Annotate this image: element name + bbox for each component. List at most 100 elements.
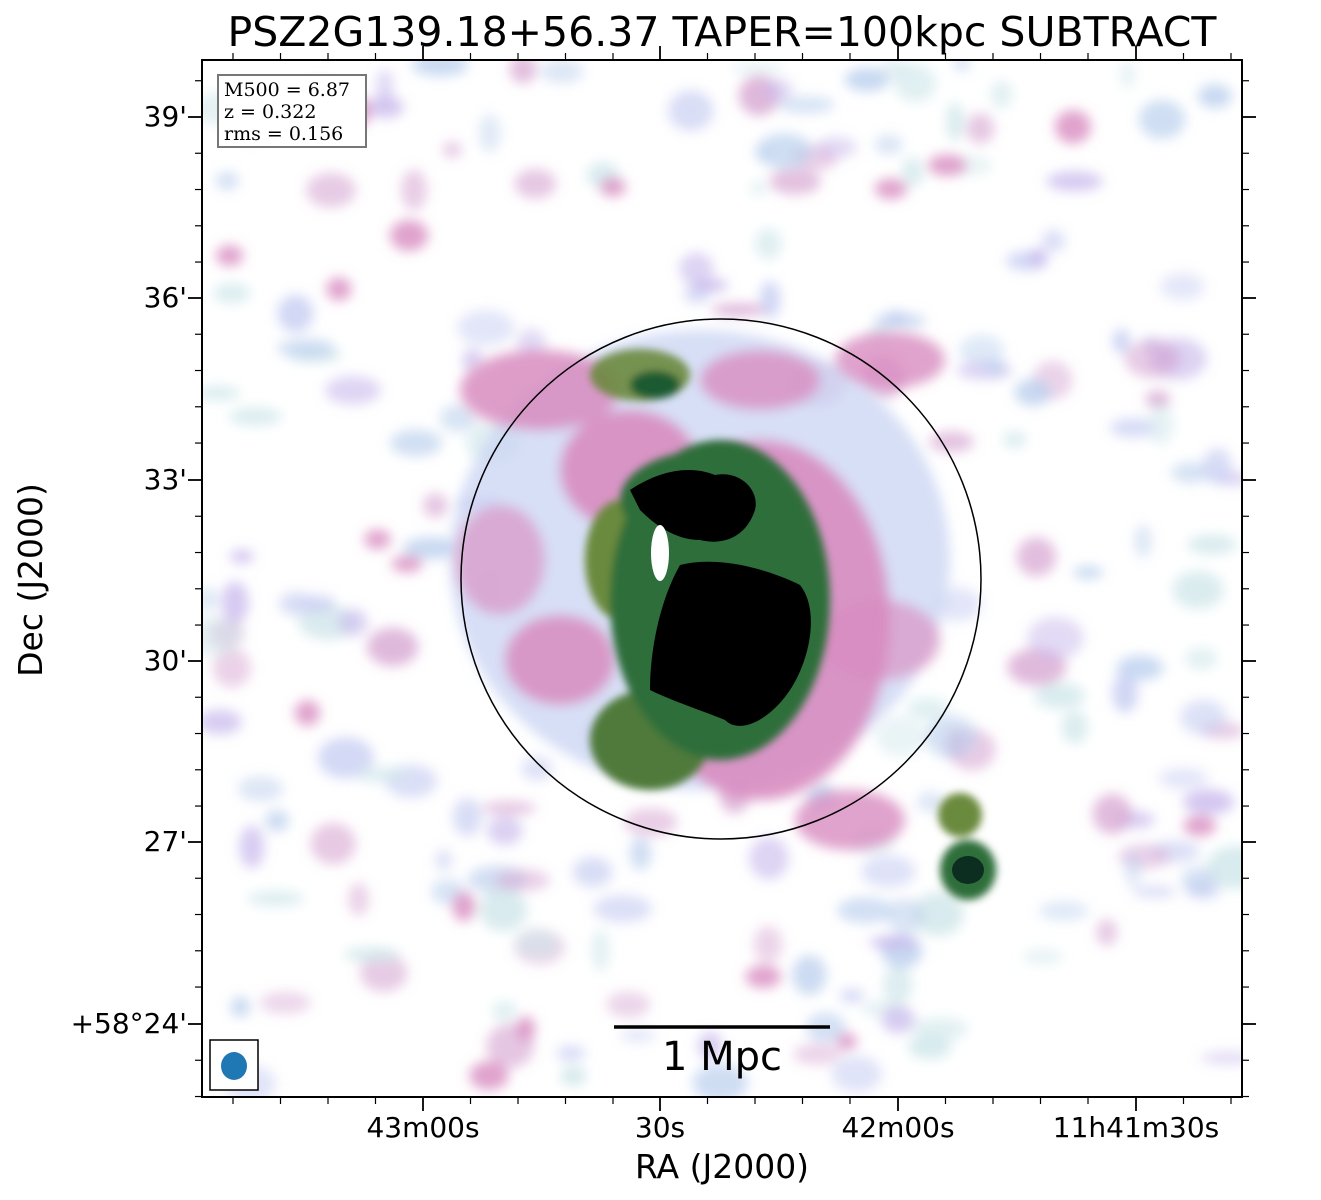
noise-blob — [1039, 901, 1089, 921]
noise-blob — [229, 407, 282, 426]
noise-blob — [1185, 647, 1218, 670]
noise-blob — [354, 767, 410, 783]
noise-blob — [1054, 110, 1091, 144]
noise-blob — [882, 966, 913, 1004]
noise-blob — [439, 404, 477, 433]
noise-blob — [265, 810, 289, 832]
noise-blob — [1202, 448, 1232, 485]
x-axis-label: RA (J2000) — [635, 1147, 809, 1186]
noise-blob — [452, 798, 483, 837]
x-tick-label: 30s — [635, 1111, 685, 1144]
y-tick-label: 27' — [144, 825, 187, 858]
noise-blob — [422, 493, 448, 518]
noise-blob — [754, 228, 782, 260]
noise-blob — [1183, 815, 1217, 837]
noise-blob — [343, 947, 401, 962]
noise-blob — [1138, 99, 1186, 140]
noise-blob — [881, 1006, 916, 1034]
noise-blob — [435, 849, 453, 871]
y-tick-label: +58°24' — [71, 1007, 187, 1040]
noise-blob — [1160, 272, 1205, 301]
noise-blob — [306, 172, 356, 208]
noise-blob — [348, 882, 369, 916]
noise-blob — [202, 386, 241, 401]
noise-blob — [294, 700, 321, 726]
axes-frame — [201, 59, 1243, 1098]
noise-blob — [874, 134, 903, 155]
noise-blob — [215, 172, 240, 190]
noise-blob — [572, 856, 613, 888]
noise-blob — [221, 581, 249, 624]
noise-blob — [202, 587, 218, 612]
noise-blob — [815, 136, 858, 158]
noise-blob — [1073, 566, 1104, 579]
noise-blob — [389, 219, 429, 251]
noise-blob — [606, 991, 651, 1018]
noise-blob — [1200, 1051, 1242, 1065]
noise-blob — [1061, 710, 1088, 744]
noise-blob — [711, 303, 766, 316]
noise-blob — [873, 312, 926, 330]
x-tick-label: 11h41m30s — [1053, 1111, 1220, 1144]
noise-blob — [478, 113, 501, 153]
noise-blob — [1197, 84, 1232, 109]
mass-label: M500 = 6.87 — [224, 79, 351, 101]
noise-blob — [916, 791, 946, 813]
noise-blob — [1119, 61, 1136, 89]
noise-blob — [946, 102, 964, 142]
redshift-label: z = 0.322 — [224, 101, 317, 123]
plot-title: PSZ2G139.18+56.37 TAPER=100kpc SUBTRACT — [227, 8, 1217, 56]
noise-blob — [1158, 768, 1209, 790]
noise-blob — [457, 310, 515, 346]
noise-blob — [1112, 328, 1131, 354]
noise-blob — [1116, 655, 1164, 681]
y-axis-label: Dec (J2000) — [11, 483, 50, 677]
noise-blob — [753, 926, 783, 964]
noise-blob — [367, 96, 404, 118]
noise-blob — [593, 894, 652, 923]
noise-blob — [894, 64, 937, 103]
y-tick-label: 36' — [144, 281, 187, 314]
noise-blob — [494, 869, 551, 892]
noise-blob — [1134, 524, 1152, 558]
noise-blob — [876, 716, 925, 757]
noise-blob — [901, 157, 924, 188]
noise-blob — [745, 965, 782, 988]
noise-blob — [1124, 340, 1181, 379]
noise-blob — [1046, 171, 1103, 192]
noise-blobs — [202, 60, 1242, 1097]
noise-blob — [1096, 918, 1118, 946]
noise-blob — [1171, 462, 1212, 484]
noise-blob — [364, 529, 391, 550]
noise-blob — [521, 756, 553, 781]
noise-blob — [247, 891, 305, 907]
noise-blob — [325, 375, 381, 405]
noise-blob — [1109, 418, 1157, 438]
noise-blob — [731, 62, 785, 75]
noise-blob — [492, 1001, 517, 1022]
y-tick-label: 33' — [144, 463, 187, 496]
noise-blob — [560, 1065, 587, 1086]
emission-map — [202, 60, 1242, 1097]
noise-blob — [277, 338, 336, 358]
noise-blob — [777, 96, 835, 114]
noise-blob — [1016, 537, 1057, 577]
noise-blob — [908, 1034, 952, 1059]
noise-blob — [452, 891, 476, 922]
noise-blob — [927, 154, 968, 176]
noise-blob — [259, 991, 311, 1014]
noise-blob — [929, 431, 974, 453]
noise-blob — [202, 709, 242, 735]
noise-blob — [230, 996, 251, 1018]
noise-blob — [277, 294, 314, 333]
noise-blob — [754, 145, 773, 160]
noise-blob — [839, 989, 865, 1003]
noise-blob — [216, 245, 244, 267]
noise-blob — [692, 278, 729, 292]
noise-blob — [679, 252, 714, 285]
noise-blob — [487, 816, 523, 846]
noise-blob — [239, 825, 265, 869]
noise-blob — [629, 836, 652, 871]
noise-blob — [1183, 789, 1235, 815]
noise-blob — [391, 555, 423, 573]
